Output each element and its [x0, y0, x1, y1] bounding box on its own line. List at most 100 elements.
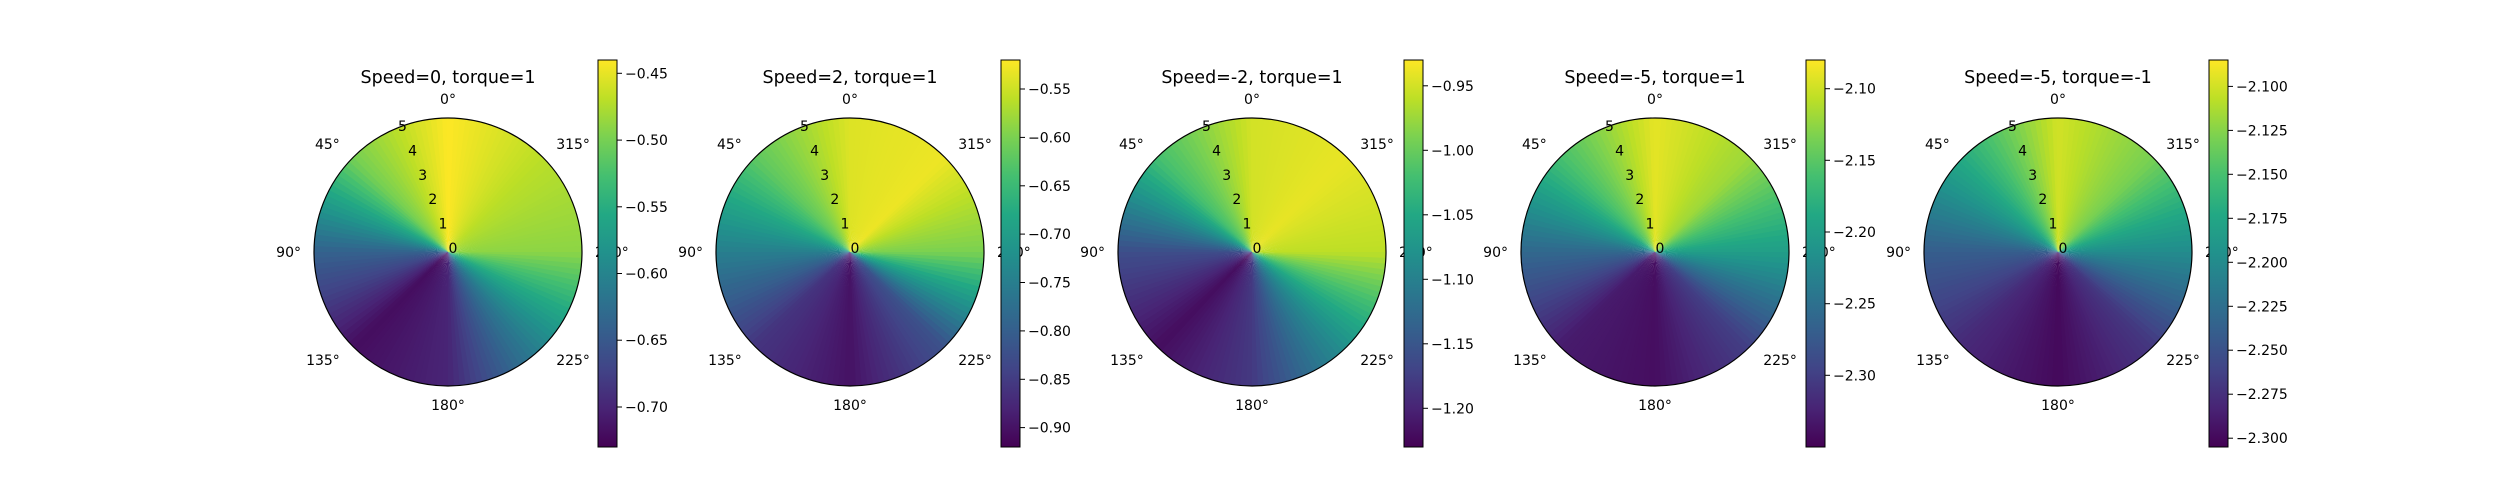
heat-wedge: [340, 165, 448, 252]
heat-wedge: [1175, 252, 1252, 366]
radial-tick-label: 3: [820, 168, 829, 184]
heat-wedge: [1655, 122, 1696, 253]
heat-wedge: [338, 252, 448, 335]
heat-wedge: [2058, 252, 2192, 270]
heat-wedge: [1217, 252, 1252, 384]
heat-wedge: [1119, 223, 1252, 252]
heat-wedge: [1252, 122, 1293, 253]
heat-wedge: [391, 252, 448, 377]
heat-wedge: [1928, 211, 2058, 252]
heat-wedge: [1180, 252, 1252, 369]
heat-wedge: [1144, 165, 1252, 252]
heat-wedge: [850, 252, 967, 324]
heat-wedge: [448, 250, 582, 258]
heat-wedge: [747, 252, 850, 344]
colorbar-tick-label: −0.55: [1028, 82, 1071, 98]
heat-wedge: [386, 252, 448, 375]
heat-wedge: [2058, 156, 2157, 252]
theta-tick-label: 0°: [2050, 92, 2066, 108]
heat-wedge: [1643, 252, 1655, 386]
colorbar: [1403, 59, 1424, 448]
heat-wedge: [1252, 129, 1314, 252]
radial-tick-label: 1: [1645, 217, 1654, 233]
heat-wedge: [337, 170, 448, 252]
heat-wedge: [1252, 252, 1377, 309]
heat-wedge: [850, 252, 933, 362]
heat-wedge: [1655, 252, 1788, 281]
polar-frame: [1520, 117, 1790, 387]
heat-wedge: [1655, 141, 1737, 252]
heat-wedge: [736, 252, 850, 330]
heat-wedge: [1526, 206, 1655, 252]
heat-wedge: [366, 252, 448, 363]
heat-wedge: [344, 161, 448, 252]
radial-tick-label: 4: [2018, 143, 2027, 159]
heat-wedge: [2058, 135, 2130, 252]
heat-wedge: [2058, 252, 2162, 343]
theta-tick-label: 90°: [1483, 245, 1508, 261]
heat-wedge: [1190, 252, 1252, 375]
heat-wedge: [850, 252, 958, 339]
theta-tick-label: 315°: [1763, 137, 1797, 153]
heat-wedge: [318, 211, 448, 252]
heat-wedge: [1655, 119, 1684, 252]
heat-wedge: [1655, 252, 1729, 369]
theta-tick-label: 45°: [315, 137, 340, 153]
heat-wedge: [448, 252, 531, 362]
heat-wedge: [850, 169, 960, 252]
heat-wedge: [448, 174, 562, 252]
heat-wedge: [1963, 252, 2058, 352]
heat-wedge: [1938, 185, 2058, 252]
heat-wedge: [850, 252, 977, 304]
heat-wedge: [2058, 178, 2175, 252]
heat-wedge: [2001, 252, 2058, 377]
colorbar-tick-label: −2.20: [1833, 225, 1876, 241]
heat-wedge: [2058, 138, 2135, 252]
heat-wedge: [850, 138, 927, 252]
heat-wedge: [850, 129, 912, 252]
heat-wedge: [2058, 188, 2180, 252]
polar-frame: [313, 117, 583, 387]
heat-wedge: [1620, 252, 1655, 384]
heat-wedge: [1609, 252, 1655, 381]
heat-wedge: [1234, 252, 1252, 386]
heat-wedge: [1252, 188, 1374, 252]
heat-wedge: [1655, 178, 1772, 252]
heat-wedge: [1655, 132, 1722, 252]
heat-wedge: [448, 252, 582, 276]
heat-wedge: [1552, 252, 1655, 344]
radial-tick-label: 1: [1242, 217, 1251, 233]
heat-wedge: [2017, 252, 2058, 382]
heat-wedge: [1655, 252, 1755, 347]
radial-tick-label: 3: [418, 168, 427, 184]
radial-tick-label: 2: [1635, 192, 1644, 208]
theta-tick-label: 0°: [1647, 92, 1663, 108]
heat-wedge: [1541, 252, 1655, 330]
heat-wedge: [448, 138, 525, 252]
heat-wedge: [1655, 123, 1701, 252]
theta-tick-label: 225°: [958, 353, 992, 369]
heat-wedge: [1954, 161, 2058, 252]
heat-wedge: [1530, 195, 1655, 252]
heat-wedge: [1655, 252, 1766, 334]
heat-wedge: [767, 142, 850, 252]
heat-wedge: [1240, 252, 1252, 386]
heat-wedge: [1532, 190, 1655, 252]
heat-wedge: [2058, 252, 2188, 293]
heat-wedge: [442, 252, 450, 386]
radial-tick-label: 5: [800, 119, 809, 135]
heat-wedge: [1252, 250, 1386, 258]
heat-wedge: [743, 252, 850, 340]
heat-wedge: [1141, 170, 1252, 252]
heat-wedge: [2058, 144, 2145, 252]
heat-wedge: [772, 138, 850, 252]
heat-wedge: [850, 160, 953, 252]
heat-wedge: [314, 228, 448, 252]
heat-wedge: [1955, 252, 2058, 344]
heat-wedge: [1157, 252, 1252, 352]
radial-tick-label: 0: [1253, 241, 1262, 257]
heat-wedge: [750, 157, 850, 252]
heat-wedge: [850, 252, 973, 314]
colorbar-tick-label: −0.55: [625, 200, 668, 216]
polar-frame: [715, 117, 985, 387]
